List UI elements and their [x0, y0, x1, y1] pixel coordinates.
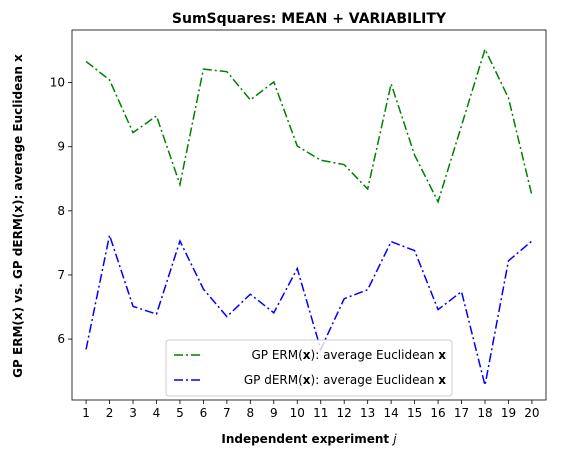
axes-frame — [71, 29, 547, 401]
x-tick-label: 11 — [313, 406, 328, 420]
legend-label-part: ): average Euclidean — [311, 348, 439, 362]
legend-label-part: x — [438, 373, 446, 387]
y-ticks: 6 7 8 9 10 — [50, 76, 72, 346]
x-tick-label: 4 — [153, 406, 161, 420]
x-axis-label-text: Independent experiment — [221, 432, 393, 446]
series-line-2 — [85, 232, 533, 386]
x-tick-label: 20 — [524, 406, 539, 420]
x-tick-label: 8 — [247, 406, 255, 420]
x-tick-label: 7 — [223, 406, 231, 420]
legend-label-part: ): average Euclidean — [311, 373, 439, 387]
x-tick-label: 16 — [430, 406, 445, 420]
y-tick-label: 9 — [57, 140, 65, 154]
y-tick-label: 8 — [57, 204, 65, 218]
legend-label-part: GP dERM( — [244, 373, 303, 387]
x-ticks: 1 2 3 4 5 6 7 8 9 10 11 12 13 14 15 16 17 18 19 20 — [82, 400, 540, 420]
x-tick-label: 15 — [407, 406, 422, 420]
x-tick-label: 6 — [200, 406, 208, 420]
y-tick-label: 10 — [50, 76, 65, 90]
y-tick-label: 7 — [57, 268, 65, 282]
x-tick-label: 3 — [129, 406, 137, 420]
y-axis-label: GP ERM(x) vs. GP dERM(x): average Euclid… — [11, 54, 25, 378]
series-line-1 — [85, 47, 533, 204]
legend-label-part: x — [303, 373, 311, 387]
x-tick-label: 2 — [106, 406, 114, 420]
x-tick-label: 14 — [383, 406, 398, 420]
legend-label-2: GP dERM(x): average Euclidean x — [244, 373, 446, 387]
x-tick-label: 10 — [290, 406, 305, 420]
y-tick-label: 6 — [57, 332, 65, 346]
x-tick-label: 9 — [270, 406, 278, 420]
legend-label-part: x — [438, 348, 446, 362]
x-tick-label: 18 — [477, 406, 492, 420]
x-tick-label: 17 — [454, 406, 469, 420]
x-axis-label-var: j — [391, 432, 397, 446]
x-tick-label: 5 — [176, 406, 184, 420]
x-tick-label: 13 — [360, 406, 375, 420]
plot-area — [71, 29, 547, 401]
legend-label-part: x — [303, 348, 311, 362]
x-tick-label: 12 — [337, 406, 352, 420]
chart-title: SumSquares: MEAN + VARIABILITY — [172, 11, 447, 27]
legend: GP ERM(x): average Euclidean xGP dERM(x)… — [165, 339, 453, 397]
x-axis-label: Independent experiment j — [221, 432, 397, 446]
legend-label-1: GP ERM(x): average Euclidean x — [251, 348, 446, 362]
x-tick-label: 19 — [501, 406, 516, 420]
legend-box — [165, 339, 453, 397]
legend-label-part: GP ERM( — [251, 348, 302, 362]
x-tick-label: 1 — [82, 406, 90, 420]
